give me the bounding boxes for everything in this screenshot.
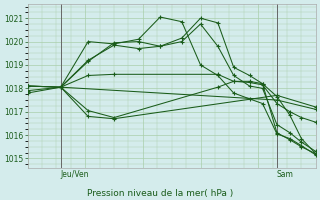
Text: Pression niveau de la mer( hPa ): Pression niveau de la mer( hPa ) <box>87 189 233 198</box>
Text: Jeu/Ven: Jeu/Ven <box>61 170 89 179</box>
Text: Sam: Sam <box>277 170 294 179</box>
